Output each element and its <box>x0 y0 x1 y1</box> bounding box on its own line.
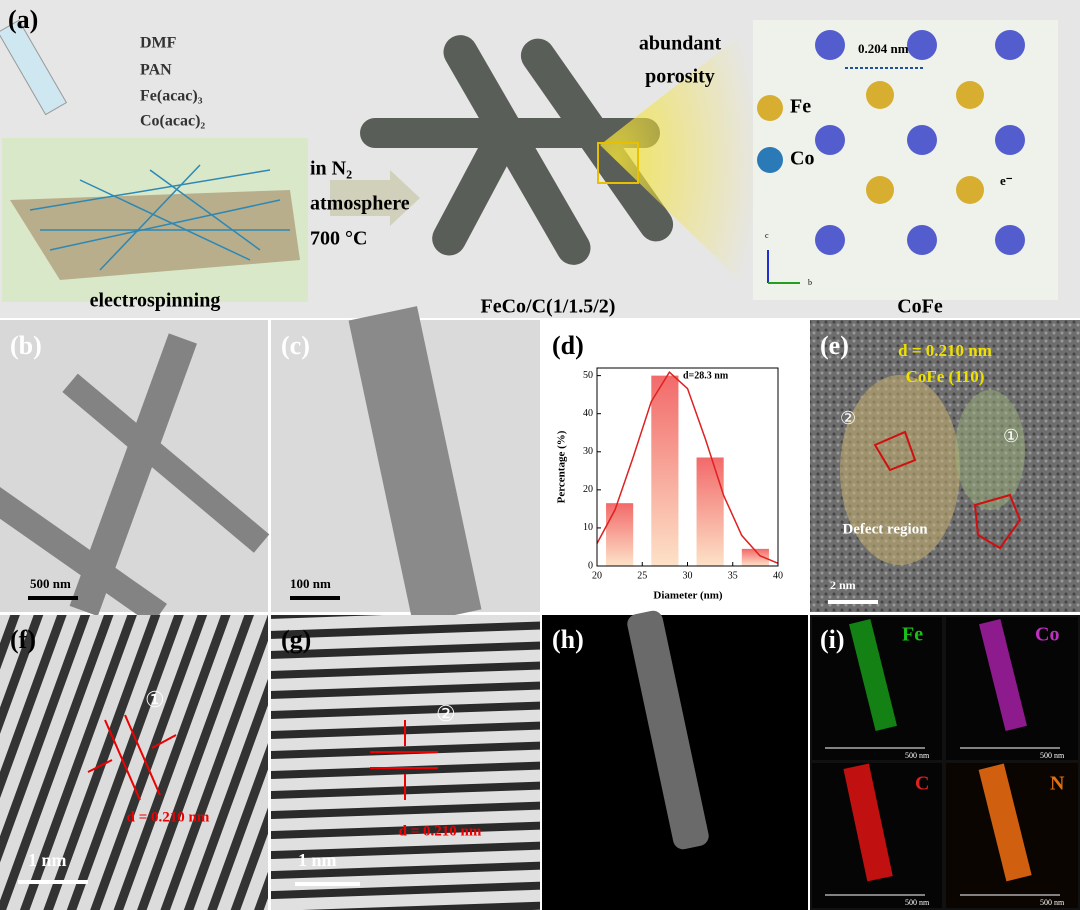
panel-label: (d) <box>552 331 584 360</box>
bar <box>606 503 634 566</box>
spacing: 0.204 nm <box>858 41 909 56</box>
axis: b <box>808 278 812 287</box>
panel-label: (e) <box>820 331 849 360</box>
x-tick-label: 20 <box>592 570 602 581</box>
scale-label: 500 nm <box>1040 751 1065 760</box>
panel-e: (e) d = 0.210 nm CoFe (110) Defect regio… <box>810 320 1080 612</box>
axis: c <box>765 231 769 240</box>
x-tick-label: 40 <box>773 570 783 581</box>
porosity: abundant <box>639 33 722 55</box>
atom-label: Fe <box>790 96 811 118</box>
condition: atmosphere <box>310 193 410 215</box>
scale-label: 2 nm <box>830 578 856 592</box>
x-tick-label: 25 <box>637 570 647 581</box>
spacing: d = 0.210 nm <box>898 341 992 360</box>
panel-b: (b) 500 nm <box>0 320 270 626</box>
panel-label: (f) <box>10 625 36 654</box>
panel-label: (g) <box>281 625 311 654</box>
scale-label: 500 nm <box>1040 898 1065 907</box>
scale-label: 1 nm <box>298 850 337 870</box>
panel-label: (c) <box>281 331 310 360</box>
panel-a: (a) DMF PAN Fe(acac)₃ Co(acac)₂ electros… <box>0 0 1080 318</box>
bar <box>651 375 679 566</box>
condition: in N₂ <box>310 158 352 180</box>
precursor: Fe(acac)₃ <box>140 88 203 105</box>
atom-label: Co <box>790 148 814 170</box>
precursor: Co(acac)₂ <box>140 113 205 130</box>
precursor: PAN <box>140 62 172 79</box>
y-tick-label: 30 <box>583 446 593 457</box>
y-tick-label: 50 <box>583 370 593 381</box>
marker: ② <box>840 408 856 428</box>
y-tick-label: 0 <box>588 560 593 571</box>
precursor: DMF <box>140 35 177 52</box>
panel-label: (b) <box>10 331 42 360</box>
annotation: d=28.3 nm <box>683 370 729 381</box>
panel-i: (i) Fe Co C N 500 nm 500 nm 500 nm 500 n… <box>810 615 1080 910</box>
bar <box>741 548 769 566</box>
fit-line <box>596 371 779 565</box>
product: FeCo/C(1/1.5/2) <box>481 296 616 318</box>
x-tick-label: 30 <box>683 570 693 581</box>
map-label: C <box>915 773 929 795</box>
crystal: CoFe <box>897 296 943 318</box>
scale-label: 1 nm <box>28 850 67 870</box>
spacing: d = 0.210 nm <box>399 823 482 839</box>
y-tick-label: 40 <box>583 408 593 419</box>
panel-f: (f) ① d = 0.210 nm 1 nm <box>0 615 268 910</box>
marker: ① <box>145 687 165 712</box>
panel-h: (h) <box>542 610 808 910</box>
map-label: N <box>1050 773 1065 795</box>
y-axis-label: Percentage (%) <box>556 430 568 503</box>
map-label: Co <box>1035 624 1059 646</box>
scale-label: 500 nm <box>30 576 71 591</box>
panel-label: (a) <box>8 5 38 34</box>
panel-g: (g) ② d = 0.210 nm 1 nm <box>271 615 540 910</box>
panel-label: (h) <box>552 625 584 654</box>
scale-label: 100 nm <box>290 576 331 591</box>
bar <box>696 457 724 566</box>
plane: CoFe (110) <box>906 367 985 386</box>
scale-label: 500 nm <box>905 898 930 907</box>
x-tick-label: 35 <box>728 570 738 581</box>
porosity: porosity <box>645 66 715 88</box>
marker: ① <box>1003 426 1019 446</box>
panel-label: (i) <box>820 625 845 654</box>
condition: 700 °C <box>310 228 367 250</box>
map-label: Fe <box>902 624 923 646</box>
y-tick-label: 20 <box>583 484 593 495</box>
process: electrospinning <box>90 290 221 312</box>
scale-label: 500 nm <box>905 751 930 760</box>
marker: ② <box>436 701 456 726</box>
x-axis-label: Diameter (nm) <box>653 590 722 602</box>
electron: e⁻ <box>1000 173 1013 188</box>
defect-label: Defect region <box>842 521 928 537</box>
panel-c: (c) 100 nm <box>271 306 540 624</box>
panel-d: (d) d=28.3 nm Diameter (nm) Percentage (… <box>542 320 808 612</box>
spacing: d = 0.210 nm <box>127 809 210 825</box>
y-tick-label: 10 <box>583 522 593 533</box>
